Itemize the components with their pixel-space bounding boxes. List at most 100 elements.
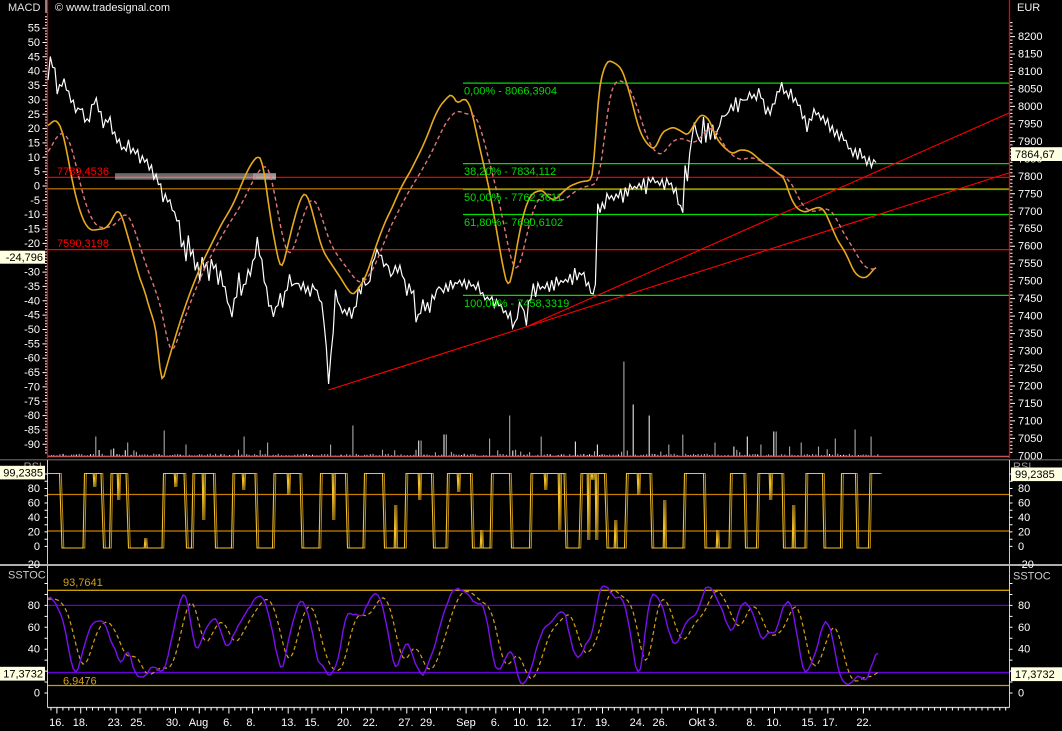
svg-text:7700: 7700 [1018,206,1042,218]
svg-text:50,00% - 7762,3611: 50,00% - 7762,3611 [464,192,562,204]
svg-text:17,3732: 17,3732 [3,669,43,681]
svg-text:7300: 7300 [1018,346,1042,358]
svg-text:29.: 29. [420,717,435,729]
svg-text:8150: 8150 [1018,49,1042,61]
svg-text:61,80% - 7690,6102: 61,80% - 7690,6102 [464,217,563,229]
svg-text:15.: 15. [304,717,319,729]
svg-text:Aug: Aug [189,717,209,729]
svg-text:-10: -10 [24,209,40,221]
svg-text:24.: 24. [630,717,645,729]
svg-text:© www.tradesignal.com: © www.tradesignal.com [55,2,170,14]
svg-text:45: 45 [28,51,40,63]
svg-text:30.: 30. [166,717,181,729]
svg-text:7789,4536: 7789,4536 [57,166,109,178]
svg-text:100,00% - 7458,3319: 100,00% - 7458,3319 [464,298,569,310]
svg-text:6.: 6. [491,717,500,729]
svg-text:20: 20 [28,526,40,538]
svg-text:7250: 7250 [1018,363,1042,375]
svg-text:-45: -45 [24,310,40,322]
svg-text:MACD: MACD [8,2,40,14]
svg-text:40: 40 [1018,644,1030,656]
svg-text:7600: 7600 [1018,241,1042,253]
svg-text:Okt: Okt [688,717,705,729]
svg-text:0: 0 [1018,688,1024,700]
svg-text:13.: 13. [281,717,296,729]
svg-text:17.: 17. [571,717,586,729]
svg-text:60: 60 [1018,497,1030,509]
svg-text:22.: 22. [363,717,378,729]
svg-text:-85: -85 [24,424,40,436]
svg-text:7050: 7050 [1018,433,1042,445]
svg-text:-20: -20 [1018,559,1034,571]
svg-text:0: 0 [34,688,40,700]
svg-text:30: 30 [28,94,40,106]
svg-text:80: 80 [28,483,40,495]
svg-text:7850: 7850 [1018,153,1042,165]
svg-text:7650: 7650 [1018,223,1042,235]
svg-text:EUR: EUR [1017,2,1040,14]
svg-text:-90: -90 [24,439,40,451]
svg-text:7590,3198: 7590,3198 [57,238,109,250]
svg-text:20.: 20. [337,717,352,729]
svg-text:8100: 8100 [1018,66,1042,78]
svg-text:7450: 7450 [1018,293,1042,305]
svg-text:99,2385: 99,2385 [1015,469,1055,481]
svg-text:7550: 7550 [1018,258,1042,270]
svg-text:5: 5 [34,166,40,178]
svg-text:8.: 8. [746,717,755,729]
svg-text:40: 40 [28,512,40,524]
svg-text:-30: -30 [24,267,40,279]
svg-text:10: 10 [28,152,40,164]
svg-text:23.: 23. [108,717,123,729]
svg-text:0,00% - 8066,3904: 0,00% - 8066,3904 [464,86,557,98]
svg-text:-5: -5 [30,195,40,207]
svg-text:0: 0 [1018,541,1024,553]
svg-text:-40: -40 [24,295,40,307]
svg-text:38,20% - 7834,112: 38,20% - 7834,112 [464,166,556,178]
svg-text:18.: 18. [73,717,88,729]
svg-text:-80: -80 [24,410,40,422]
svg-text:20: 20 [1018,526,1030,538]
svg-text:99,2385: 99,2385 [3,467,43,479]
svg-text:25: 25 [28,109,40,121]
svg-text:60: 60 [28,497,40,509]
svg-text:7800: 7800 [1018,171,1042,183]
svg-text:80: 80 [1018,483,1030,495]
svg-text:19.: 19. [595,717,610,729]
svg-text:SSTOC: SSTOC [1013,571,1051,583]
svg-text:-50: -50 [24,324,40,336]
svg-text:6.: 6. [223,717,232,729]
svg-text:10.: 10. [513,717,528,729]
svg-text:7400: 7400 [1018,311,1042,323]
svg-text:10.: 10. [766,717,781,729]
svg-text:55: 55 [28,23,40,35]
svg-text:12.: 12. [536,717,551,729]
svg-text:-75: -75 [24,396,40,408]
svg-text:20: 20 [28,123,40,135]
svg-text:40: 40 [1018,512,1030,524]
svg-text:80: 80 [28,600,40,612]
svg-text:SSTOC: SSTOC [8,570,46,582]
svg-text:25.: 25. [130,717,145,729]
svg-text:26.: 26. [653,717,668,729]
svg-text:8000: 8000 [1018,101,1042,113]
svg-text:17,3732: 17,3732 [1015,669,1055,681]
svg-text:16.: 16. [49,717,64,729]
svg-text:27.: 27. [398,717,413,729]
svg-text:-60: -60 [24,353,40,365]
svg-text:0: 0 [34,181,40,193]
svg-text:-65: -65 [24,367,40,379]
svg-text:7864,67: 7864,67 [1015,149,1055,161]
svg-text:8.: 8. [246,717,255,729]
svg-text:-15: -15 [24,224,40,236]
svg-text:-20: -20 [24,238,40,250]
svg-text:7500: 7500 [1018,276,1042,288]
svg-text:15.: 15. [801,717,816,729]
svg-text:7100: 7100 [1018,415,1042,427]
svg-text:-70: -70 [24,381,40,393]
svg-text:60: 60 [28,622,40,634]
svg-text:17.: 17. [822,717,837,729]
svg-text:0: 0 [34,541,40,553]
svg-text:60: 60 [1018,622,1030,634]
svg-text:7200: 7200 [1018,380,1042,392]
